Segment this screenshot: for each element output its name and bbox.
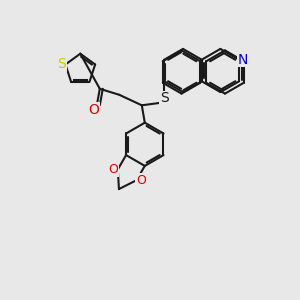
Text: O: O	[108, 163, 118, 176]
Text: N: N	[238, 53, 248, 67]
Text: O: O	[136, 174, 146, 187]
Text: S: S	[58, 58, 66, 71]
Text: O: O	[88, 103, 99, 117]
Text: S: S	[160, 92, 169, 105]
